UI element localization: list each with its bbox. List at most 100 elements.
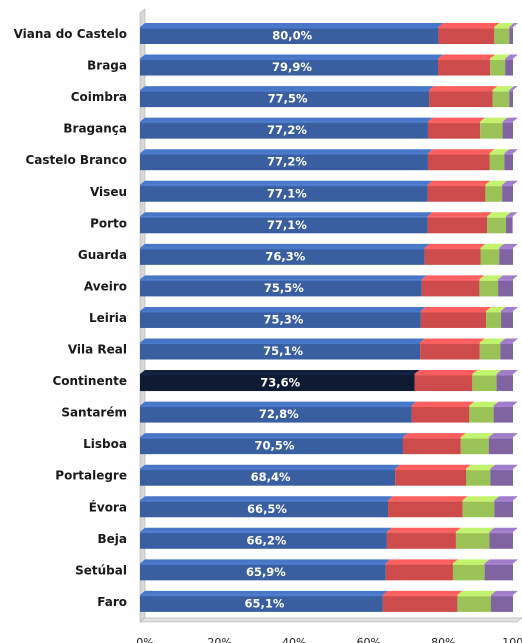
bar-segment [502, 121, 513, 139]
data-label: 68,4% [251, 470, 291, 484]
bar-segment-highlight [492, 90, 510, 92]
bar-segment [462, 500, 495, 518]
bar-segment [385, 563, 453, 581]
category-label: Braga [87, 59, 127, 73]
bar-segment [386, 531, 456, 549]
bar-segment [427, 184, 486, 202]
bar-segment-highlight [505, 216, 513, 218]
bar-segment-top [420, 338, 485, 343]
bar-segment [484, 563, 513, 581]
bar-segment-highlight [140, 121, 428, 124]
bar-segment-top [499, 243, 518, 248]
bar-segment [509, 27, 513, 44]
bar-segment-highlight [500, 342, 513, 344]
bar-segment [499, 247, 513, 265]
category-label: Viana do Castelo [14, 27, 127, 41]
data-label: 66,5% [247, 502, 287, 516]
bar-segment-highlight [484, 563, 513, 565]
bar-segment-top [438, 54, 496, 59]
bar-segment [487, 216, 506, 234]
bar-segment-top [385, 559, 458, 564]
bar-segment-highlight [479, 279, 499, 281]
bar-segment [500, 342, 513, 360]
bar-segment-top [493, 401, 518, 406]
bar-segment [402, 437, 461, 455]
bar-segment-highlight [421, 279, 480, 281]
bar-segment [505, 58, 513, 76]
bar-segment-top [140, 433, 408, 438]
bar-segment-top [488, 433, 518, 438]
bar-segment [411, 405, 470, 423]
category-label: Lisboa [83, 437, 127, 451]
bar-segment-highlight [488, 437, 513, 439]
axis-floor [139, 617, 522, 623]
bar-segment-highlight [140, 216, 428, 218]
bar-segment [438, 27, 495, 44]
bar-segment-top [452, 559, 490, 564]
bar-segment-top [479, 275, 504, 280]
bar-segment [140, 310, 421, 328]
bar-segment-highlight [140, 594, 383, 597]
bar-segment-highlight [395, 468, 467, 471]
bar-segment [498, 279, 513, 297]
category-label: Bragança [63, 122, 127, 136]
bar-segment [494, 500, 513, 518]
x-tick-label: 20% [207, 636, 231, 643]
bar-segment-highlight [411, 405, 470, 408]
bar-segment [496, 374, 513, 392]
bar-segment-top [504, 149, 518, 154]
bar-segment-top [427, 180, 491, 185]
bar-segment-highlight [480, 121, 503, 124]
bar-segment [140, 405, 412, 423]
data-label: 65,1% [244, 596, 284, 610]
bar-segment-highlight [469, 405, 494, 408]
category-label: Santarém [61, 406, 127, 420]
bar-segment-top [140, 149, 433, 154]
bar-segment-highlight [140, 247, 425, 250]
bar-segment [509, 90, 513, 108]
bar-segment [486, 310, 502, 328]
bar-segment-highlight [452, 563, 485, 565]
bar-segment-top [455, 527, 495, 532]
bar-segment [479, 342, 501, 360]
bar-segment [424, 247, 481, 265]
bar-segment-highlight [494, 500, 513, 502]
bar-segment-top [140, 590, 388, 595]
x-tick-label: 60% [357, 636, 381, 643]
bar-segment-top [469, 401, 499, 406]
bar-segment-top [438, 23, 500, 27]
bar-segment-highlight [509, 27, 513, 29]
category-label: Setúbal [75, 563, 127, 577]
bar-segment [492, 90, 510, 108]
x-tick-label: 0% [136, 636, 153, 643]
bar-segment-highlight [420, 310, 487, 313]
bar-segment [140, 468, 396, 486]
bar-segment-highlight [489, 153, 505, 155]
bar-segment [140, 594, 383, 612]
category-label: Beja [98, 532, 128, 546]
bar-segment-highlight [140, 153, 428, 155]
bar-segment-top [490, 464, 518, 469]
bar-segment [493, 405, 513, 423]
bar-segment-top [140, 527, 392, 532]
bar-segment-highlight [429, 90, 493, 92]
bar-segment-top [140, 86, 435, 91]
bar-segment [452, 563, 485, 581]
bar-segment-highlight [505, 58, 513, 61]
bar-segment [140, 121, 428, 139]
bar-segment [140, 216, 428, 234]
bar-segment-highlight [427, 216, 488, 218]
bar-segment-top [472, 370, 502, 375]
bar-segment-top [427, 117, 486, 122]
category-label: Castelo Branco [25, 153, 127, 167]
bar-segment-top [479, 338, 506, 343]
bar-segment-top [388, 496, 468, 501]
data-label: 72,8% [259, 407, 299, 421]
bar-segment [388, 500, 463, 518]
data-label: 73,6% [260, 376, 300, 390]
bar-segment-top [140, 306, 426, 311]
bar-segment [455, 531, 490, 549]
bar-segment-top [462, 496, 500, 501]
bar-segment-highlight [494, 27, 510, 29]
data-label: 77,2% [267, 155, 307, 169]
